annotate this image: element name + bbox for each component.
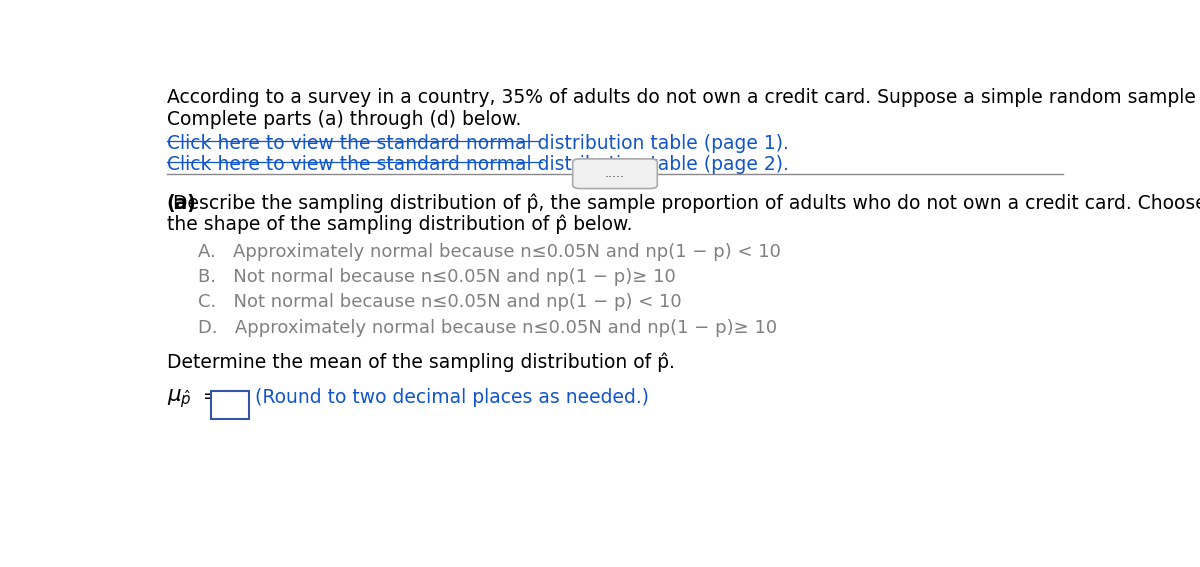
Text: .....: ..... bbox=[605, 167, 625, 180]
Text: According to a survey in a country, 35% of adults do not own a credit card. Supp: According to a survey in a country, 35% … bbox=[167, 88, 1200, 107]
Text: Describe the sampling distribution of p̂, the sample proportion of adults who do: Describe the sampling distribution of p̂… bbox=[167, 194, 1200, 213]
FancyBboxPatch shape bbox=[572, 159, 658, 189]
FancyBboxPatch shape bbox=[211, 391, 248, 419]
Text: the shape of the sampling distribution of p̂ below.: the shape of the sampling distribution o… bbox=[167, 214, 632, 234]
Text: (Round to two decimal places as needed.): (Round to two decimal places as needed.) bbox=[256, 388, 649, 407]
Text: (a): (a) bbox=[167, 194, 197, 213]
Text: D.   Approximately normal because n≤0.05N and np(1 − p)≥ 10: D. Approximately normal because n≤0.05N … bbox=[198, 319, 778, 337]
Text: Complete parts (a) through (d) below.: Complete parts (a) through (d) below. bbox=[167, 109, 521, 129]
Text: Click here to view the standard normal distribution table (page 1).: Click here to view the standard normal d… bbox=[167, 134, 788, 154]
Text: B.   Not normal because n≤0.05N and np(1 − p)≥ 10: B. Not normal because n≤0.05N and np(1 −… bbox=[198, 268, 676, 286]
Text: C.   Not normal because n≤0.05N and np(1 − p) < 10: C. Not normal because n≤0.05N and np(1 −… bbox=[198, 293, 682, 311]
Text: Click here to view the standard normal distribution table (page 2).: Click here to view the standard normal d… bbox=[167, 155, 788, 175]
Text: $\mu_{\hat{p}}$: $\mu_{\hat{p}}$ bbox=[167, 388, 192, 411]
Text: Determine the mean of the sampling distribution of p̂.: Determine the mean of the sampling distr… bbox=[167, 353, 674, 372]
Text: A.   Approximately normal because n≤0.05N and np(1 − p) < 10: A. Approximately normal because n≤0.05N … bbox=[198, 243, 781, 261]
Text: =: = bbox=[203, 387, 218, 406]
